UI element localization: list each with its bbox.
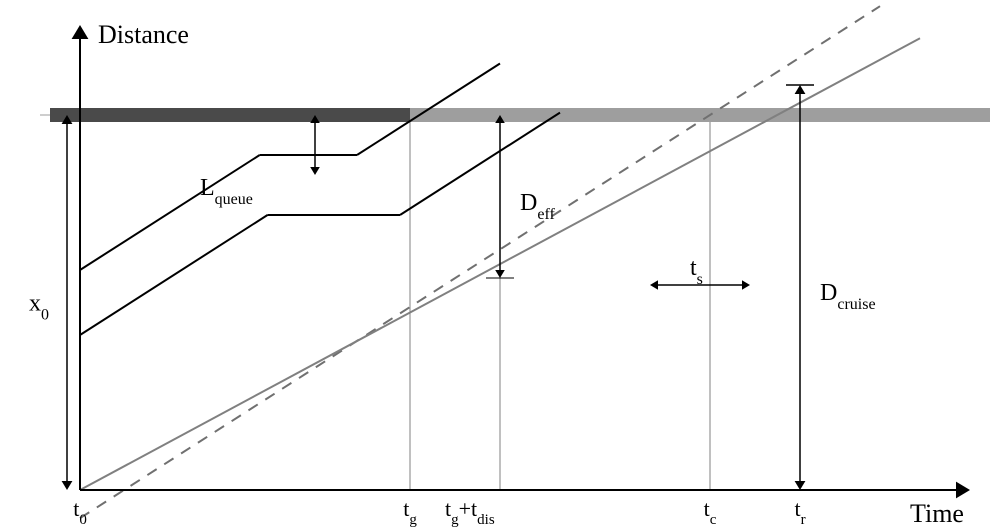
tick-labels: t0 tg tg+tdis tc tr bbox=[73, 496, 805, 528]
tick-g: tg bbox=[403, 496, 417, 528]
ts-label: ts bbox=[690, 255, 703, 288]
dcruise-label: Dcruise bbox=[820, 280, 876, 313]
svg-text:tr: tr bbox=[794, 496, 805, 528]
trajectory-cruise-dashed bbox=[80, 6, 880, 518]
signal-red-bar bbox=[50, 108, 410, 122]
signal-green-bar bbox=[410, 108, 990, 122]
deff-label: Deff bbox=[520, 190, 555, 223]
svg-text:t0: t0 bbox=[73, 496, 87, 528]
tick-r: tr bbox=[794, 496, 805, 528]
svg-text:tc: tc bbox=[704, 496, 717, 528]
y-axis-label: Distance bbox=[98, 20, 189, 49]
x-axis-label: Time bbox=[910, 499, 964, 528]
tick-tg-plus-tdis: tg+tdis bbox=[445, 496, 495, 528]
svg-text:tg: tg bbox=[403, 496, 417, 528]
svg-text:tg+tdis: tg+tdis bbox=[445, 496, 495, 528]
tick-0: t0 bbox=[73, 496, 87, 528]
x0-label: x0 bbox=[29, 291, 49, 324]
axes: Distance Time bbox=[72, 20, 970, 528]
lqueue-label: Lqueue bbox=[200, 175, 253, 208]
signal-bars bbox=[50, 108, 990, 122]
tick-c: tc bbox=[704, 496, 717, 528]
trajectory-vehicle-1 bbox=[80, 63, 500, 270]
